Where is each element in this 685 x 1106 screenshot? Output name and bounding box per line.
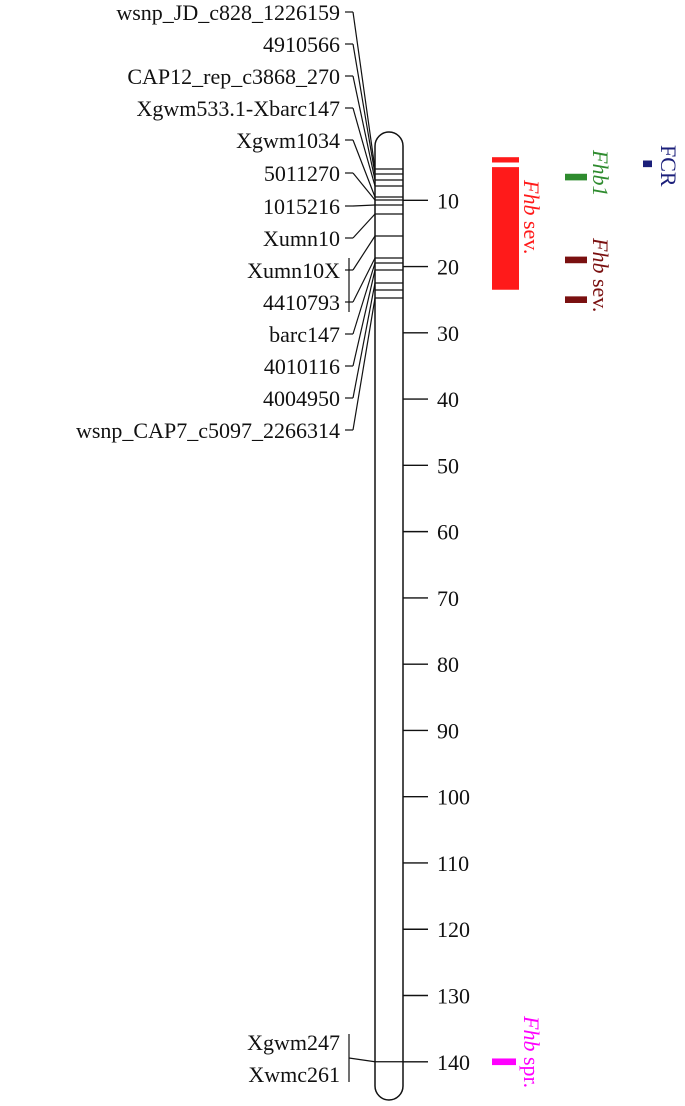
marker-label: 1015216 — [263, 194, 340, 219]
cm-tick-label: 10 — [437, 188, 459, 213]
cm-tick-label: 60 — [437, 520, 459, 545]
marker-leader — [352, 204, 376, 207]
marker-label: Xgwm533.1-Xbarc147 — [137, 96, 340, 121]
cm-tick-label: 100 — [437, 785, 470, 810]
cm-tick-label: 30 — [437, 321, 459, 346]
qtl-interval-bar — [492, 167, 519, 290]
marker-label: 4410793 — [263, 290, 340, 315]
marker-leader — [348, 1057, 376, 1063]
marker-label: Xumn10X — [247, 258, 340, 283]
cm-tick-label: 120 — [437, 917, 470, 942]
marker-leader — [352, 172, 376, 201]
qtl-label: Fhb sev. — [588, 237, 613, 312]
qtl-interval-bar — [565, 256, 587, 264]
marker-leader — [352, 139, 376, 198]
marker-leader — [352, 282, 376, 399]
qtl-label: Fhb sev. — [519, 179, 544, 254]
marker-label: 5011270 — [264, 161, 340, 186]
marker-label: Xgwm247 — [247, 1030, 340, 1055]
qtl-fhb-sev-1: Fhb sev. — [492, 157, 544, 290]
marker-label: wsnp_JD_c828_1226159 — [116, 0, 340, 25]
qtl-fcr: FCR — [643, 145, 681, 187]
chromosome-bar — [374, 131, 404, 1101]
qtl-interval-bar — [492, 1058, 516, 1066]
cm-tick-label: 50 — [437, 453, 459, 478]
cm-tick-label: 20 — [437, 255, 459, 280]
qtl-label: FCR — [656, 145, 681, 187]
marker-label: Xwmc261 — [248, 1062, 340, 1087]
marker-label: 4010116 — [264, 354, 340, 379]
marker-leader — [352, 107, 376, 187]
qtl-label: Fhb1 — [588, 149, 613, 196]
marker-leader — [352, 75, 376, 181]
cm-tick-label: 110 — [437, 851, 469, 876]
marker-leader — [352, 213, 376, 239]
qtl-fhb-sev-2: Fhb sev. — [565, 237, 613, 312]
marker-leader — [352, 11, 376, 170]
marker-label: 4004950 — [263, 386, 340, 411]
qtl-interval-bar — [492, 157, 519, 163]
marker-label: barc147 — [269, 322, 340, 347]
cm-tick-label: 80 — [437, 652, 459, 677]
marker-label: 4910566 — [263, 32, 340, 57]
qtl-interval-bar — [565, 173, 587, 181]
marker-leader — [352, 257, 376, 303]
qtl-fhb-spr: Fhb spr. — [492, 1015, 544, 1088]
qtl-interval-bar — [643, 160, 652, 168]
marker-label: Xumn10 — [263, 226, 340, 251]
qtl-interval-bar — [565, 296, 587, 303]
cm-scale: 10 20 30 40 50 60 70 80 90 100 110 120 130 140 — [403, 188, 470, 1075]
cm-tick-label: 130 — [437, 984, 470, 1009]
marker-leader — [352, 297, 376, 431]
marker-labels: wsnp_JD_c828_1226159 4910566 CAP12_rep_c38… — [76, 0, 403, 1087]
qtl-label: Fhb spr. — [519, 1015, 544, 1088]
marker-label: wsnp_CAP7_c5097_2266314 — [76, 418, 340, 443]
cm-tick-label: 40 — [437, 387, 459, 412]
marker-leader — [352, 235, 376, 271]
qtl-fhb1: Fhb1 — [565, 149, 613, 196]
cm-tick-label: 70 — [437, 586, 459, 611]
cm-tick-label: 90 — [437, 718, 459, 743]
marker-leader — [352, 43, 376, 175]
marker-label: CAP12_rep_c3868_270 — [127, 64, 340, 89]
marker-leader — [352, 269, 376, 367]
qtl-intervals: FCR Fhb1 Fhb sev. Fhb sev. Fhb spr. — [492, 145, 681, 1088]
marker-leader — [352, 262, 376, 335]
cm-tick-label: 140 — [437, 1050, 470, 1075]
marker-label: Xgwm1034 — [236, 128, 340, 153]
marker-bands — [375, 168, 403, 299]
